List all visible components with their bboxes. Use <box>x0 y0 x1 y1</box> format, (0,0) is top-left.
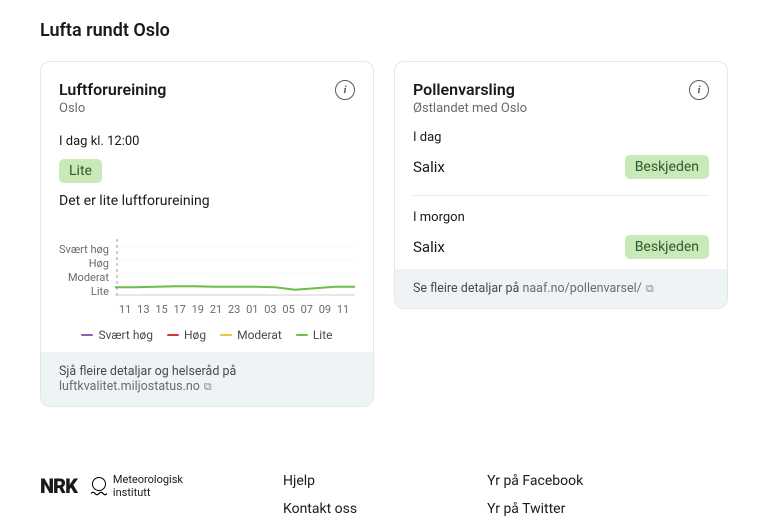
air-footer-link[interactable]: luftkvalitet.miljostatus.no⧉ <box>59 379 212 394</box>
pollen-level-badge: Beskjeden <box>625 155 709 179</box>
chart-x-label: 19 <box>192 303 210 316</box>
chart-x-label: 07 <box>301 303 319 316</box>
info-icon[interactable]: i <box>335 80 355 100</box>
pollen-row: Salix Beskjeden <box>413 155 709 179</box>
chart-x-label: 01 <box>246 303 264 316</box>
pollen-card-title: Pollenvarsling <box>413 80 527 99</box>
legend-item: Moderat <box>220 328 282 342</box>
chart-x-label: 23 <box>228 303 246 316</box>
legend-item: Lite <box>296 328 333 342</box>
chart-x-label: 13 <box>137 303 155 316</box>
chart-x-label: 11 <box>337 303 355 316</box>
pollen-card-subtitle: Østlandet med Oslo <box>413 101 527 116</box>
site-footer: NRK Meteorologisk institutt Hjelp Kontakt… <box>0 447 768 517</box>
air-summary: Det er lite luftforureining <box>59 193 355 209</box>
air-footer-text: Sjå fleire detaljar og helseråd på <box>59 364 236 379</box>
legend-label: Svært høg <box>98 328 153 342</box>
footer-link[interactable]: Kontakt oss <box>283 501 357 517</box>
pollen-name: Salix <box>413 238 445 256</box>
chart-svg <box>115 239 355 299</box>
met-circle-icon <box>92 477 106 491</box>
air-card-subtitle: Oslo <box>59 101 166 116</box>
info-icon[interactable]: i <box>689 80 709 100</box>
legend-swatch <box>220 334 232 337</box>
chart-x-labels: 11131517192123010305070911 <box>59 303 355 316</box>
met-text-1: Meteorologisk <box>113 473 183 486</box>
chart-x-label: 21 <box>210 303 228 316</box>
pollen-level-badge: Beskjeden <box>625 235 709 259</box>
legend-swatch <box>296 334 308 337</box>
footer-link[interactable]: Yr på Twitter <box>487 501 583 517</box>
page-title: Lufta rundt Oslo <box>40 20 728 41</box>
legend-swatch <box>81 334 93 337</box>
air-card-footer: Sjå fleire detaljar og helseråd på luftk… <box>41 352 373 406</box>
footer-col-2: Yr på Facebook Yr på Twitter <box>487 473 583 517</box>
air-chart: Svært høgHøgModeratLite 1113151719212301… <box>59 239 355 342</box>
pollen-footer-link[interactable]: naaf.no/pollenvarsel/⧉ <box>522 281 653 296</box>
pollen-tomorrow-label: I morgon <box>413 210 709 225</box>
external-link-icon: ⧉ <box>204 380 212 393</box>
legend-label: Høg <box>184 328 206 342</box>
chart-y-label: Moderat <box>59 271 109 285</box>
chart-x-label: 09 <box>319 303 337 316</box>
chart-legend: Svært høg Høg Moderat Lite <box>59 328 355 342</box>
legend-label: Lite <box>313 328 333 342</box>
pollen-card-footer: Se fleire detaljar på naaf.no/pollenvars… <box>395 269 727 308</box>
pollen-row: Salix Beskjeden <box>413 235 709 259</box>
air-card-title: Luftforureining <box>59 80 166 99</box>
chart-y-label: Svært høg <box>59 243 109 257</box>
pollen-footer-text: Se fleire detaljar på <box>413 281 519 296</box>
air-time-label: I dag kl. 12:00 <box>59 134 355 149</box>
met-text-2: institutt <box>113 486 183 499</box>
external-link-icon: ⧉ <box>646 282 654 295</box>
legend-item: Svært høg <box>81 328 153 342</box>
footer-link[interactable]: Yr på Facebook <box>487 473 583 489</box>
cards-row: Luftforureining Oslo i I dag kl. 12:00 L… <box>40 61 728 407</box>
divider <box>413 195 709 196</box>
chart-y-label: Høg <box>59 257 109 271</box>
legend-item: Høg <box>167 328 206 342</box>
chart-x-label: 03 <box>264 303 282 316</box>
chart-x-label: 05 <box>282 303 300 316</box>
met-wave-icon <box>91 491 107 496</box>
footer-logos: NRK Meteorologisk institutt <box>40 473 183 499</box>
met-logo: Meteorologisk institutt <box>91 473 183 499</box>
footer-col-1: Hjelp Kontakt oss <box>283 473 357 517</box>
nrk-logo: NRK <box>40 474 77 498</box>
chart-y-label: Lite <box>59 285 109 299</box>
chart-y-labels: Svært høgHøgModeratLite <box>59 243 115 299</box>
chart-x-label: 15 <box>155 303 173 316</box>
chart-x-label: 17 <box>173 303 191 316</box>
pollen-name: Salix <box>413 158 445 176</box>
air-level-badge: Lite <box>59 159 102 183</box>
air-quality-card: Luftforureining Oslo i I dag kl. 12:00 L… <box>40 61 374 407</box>
pollen-card: Pollenvarsling Østlandet med Oslo i I da… <box>394 61 728 309</box>
footer-link[interactable]: Hjelp <box>283 473 357 489</box>
legend-label: Moderat <box>237 328 282 342</box>
legend-swatch <box>167 334 179 337</box>
pollen-today-label: I dag <box>413 130 709 145</box>
chart-x-label: 11 <box>119 303 137 316</box>
